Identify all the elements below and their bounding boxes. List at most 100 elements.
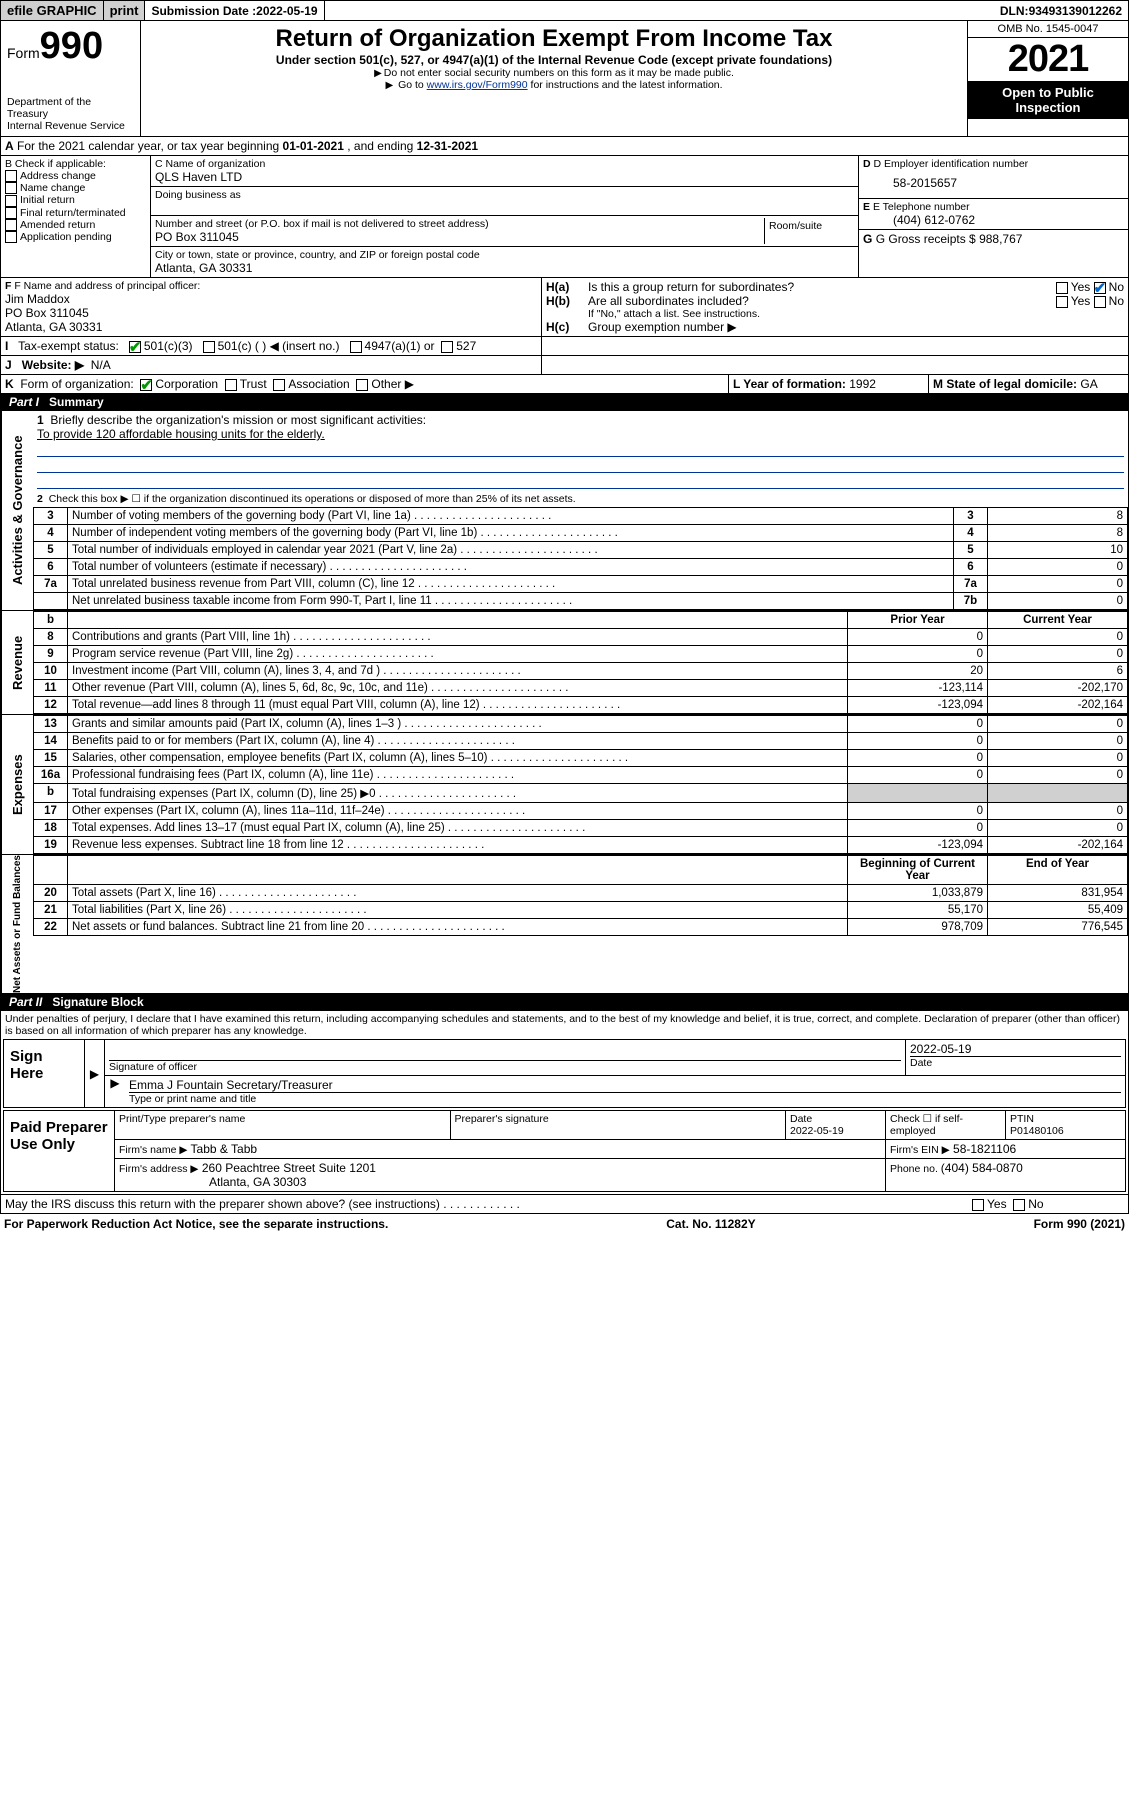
row-prior: 0 [848, 767, 988, 784]
row-desc: Benefits paid to or for members (Part IX… [68, 733, 848, 750]
row-num: 19 [34, 837, 68, 854]
k-assoc: Association [288, 377, 349, 391]
top-spacer [325, 1, 994, 20]
row-curr: 55,409 [988, 902, 1128, 919]
check-other[interactable] [356, 379, 368, 391]
omb-number: OMB No. 1545-0047 [968, 21, 1128, 38]
sign-here-label: Sign Here [4, 1040, 84, 1107]
check-527[interactable] [441, 341, 453, 353]
telephone-value: (404) 612-0762 [863, 213, 1124, 227]
sign-date-value: 2022-05-19 [910, 1042, 1121, 1056]
check-trust[interactable] [225, 379, 237, 391]
row-prior: 0 [848, 733, 988, 750]
officer-signature-line[interactable] [109, 1042, 901, 1060]
ha-no-check[interactable] [1094, 282, 1106, 294]
rev-rows-row-11: 11Other revenue (Part VIII, column (A), … [34, 680, 1128, 697]
prior-year-header: Prior Year [848, 612, 988, 629]
rev-rows-row-10: 10Investment income (Part VIII, column (… [34, 663, 1128, 680]
q1-row: 1 Briefly describe the organization's mi… [33, 411, 1128, 491]
footer-pra: For Paperwork Reduction Act Notice, see … [4, 1217, 388, 1231]
check-501c3[interactable] [129, 341, 141, 353]
year-formation: 1992 [849, 377, 876, 391]
line-klm: K Form of organization: Corporation Trus… [1, 374, 1128, 393]
b-opt-1: Name change [5, 182, 146, 194]
f-label: F Name and address of principal officer: [14, 280, 200, 292]
ha-question: Is this a group return for subordinates? [588, 280, 1056, 294]
row-curr: -202,164 [988, 837, 1128, 854]
section-revenue: Revenue b Prior Year Current Year 8Contr… [1, 611, 1128, 715]
ag-rn: 3 [954, 508, 988, 525]
discuss-no-check[interactable] [1013, 1199, 1025, 1211]
firm-name-label: Firm's name ▶ [119, 1144, 187, 1156]
check-501c[interactable] [203, 341, 215, 353]
check-4947[interactable] [350, 341, 362, 353]
irs-label: Internal Revenue Service [7, 120, 134, 132]
l-label: L Year of formation: [733, 377, 849, 391]
check-address-change[interactable] [5, 170, 17, 182]
check-initial-return[interactable] [5, 195, 17, 207]
check-app-pending[interactable] [5, 231, 17, 243]
row-num: 8 [34, 629, 68, 646]
header-left: Form990 Department of the Treasury Inter… [1, 21, 141, 136]
sub-label: Submission Date : [151, 4, 256, 18]
row-desc: Other revenue (Part VIII, column (A), li… [68, 680, 848, 697]
block-deg: D D Employer identification number 58-20… [858, 156, 1128, 277]
city-label: City or town, state or province, country… [155, 249, 854, 261]
q1-text: Briefly describe the organization's miss… [50, 413, 426, 427]
side-expenses: Expenses [1, 715, 33, 854]
ag-rn: 4 [954, 525, 988, 542]
hb-prefix: H(b) [546, 294, 570, 308]
efile-graphic-btn[interactable]: efile GRAPHIC [1, 1, 104, 20]
side-ag: Activities & Governance [1, 411, 33, 610]
revenue-table: b Prior Year Current Year 8Contributions… [33, 611, 1128, 714]
print-btn[interactable]: print [104, 1, 146, 20]
exp-rows-row-13: 13Grants and similar amounts paid (Part … [34, 716, 1128, 733]
row-num: 10 [34, 663, 68, 680]
check-name-change[interactable] [5, 182, 17, 194]
ag-val: 8 [988, 508, 1128, 525]
row-curr: 831,954 [988, 885, 1128, 902]
rev-rows-row-12: 12Total revenue—add lines 8 through 11 (… [34, 697, 1128, 714]
discuss-yes-check[interactable] [972, 1199, 984, 1211]
dln-label: DLN: [1000, 4, 1029, 18]
ag-num: 7a [34, 576, 68, 593]
eoy-header: End of Year [988, 856, 1128, 885]
ha-yes-check[interactable] [1056, 282, 1068, 294]
rev-rows-row-8: 8Contributions and grants (Part VIII, li… [34, 629, 1128, 646]
block-b: B Check if applicable: Address change Na… [1, 156, 151, 277]
block-c: C Name of organization QLS Haven LTD Doi… [151, 156, 858, 277]
f-h-block: F F Name and address of principal office… [1, 277, 1128, 336]
check-assoc[interactable] [273, 379, 285, 391]
line-j: J Website: ▶ N/A [1, 355, 1128, 374]
i-4947: 4947(a)(1) or [365, 339, 435, 353]
form-title: Return of Organization Exempt From Incom… [147, 25, 961, 53]
check-amended[interactable] [5, 219, 17, 231]
type-name-label: Type or print name and title [129, 1092, 1121, 1105]
row-num: 14 [34, 733, 68, 750]
ag-num: 4 [34, 525, 68, 542]
ag-desc: Number of voting members of the governin… [68, 508, 954, 525]
row-curr: 0 [988, 750, 1128, 767]
row-desc: Total assets (Part X, line 16) [68, 885, 848, 902]
row-prior [848, 784, 988, 803]
firm-name: Tabb & Tabb [191, 1142, 258, 1156]
g-label: G G Gross receipts $ [863, 232, 979, 246]
hb-yes-check[interactable] [1056, 296, 1068, 308]
form990-link[interactable]: www.irs.gov/Form990 [427, 79, 528, 91]
form-num: 990 [40, 25, 103, 67]
k-label: Form of organization: [20, 377, 133, 391]
check-corp[interactable] [140, 379, 152, 391]
ag-rn: 7a [954, 576, 988, 593]
prep-date-label: Date [790, 1113, 812, 1125]
ag-rn: 6 [954, 559, 988, 576]
row-curr: 6 [988, 663, 1128, 680]
hb-no-check[interactable] [1094, 296, 1106, 308]
row-num: 18 [34, 820, 68, 837]
firm-phone-label: Phone no. [890, 1163, 941, 1175]
g-label-text: G Gross receipts $ [876, 232, 979, 246]
footer-form: Form 990 (2021) [1034, 1217, 1125, 1231]
row-curr: 0 [988, 803, 1128, 820]
exp-rows-row-16a: 16aProfessional fundraising fees (Part I… [34, 767, 1128, 784]
check-final-return[interactable] [5, 207, 17, 219]
goto-post: for instructions and the latest informat… [528, 79, 723, 91]
